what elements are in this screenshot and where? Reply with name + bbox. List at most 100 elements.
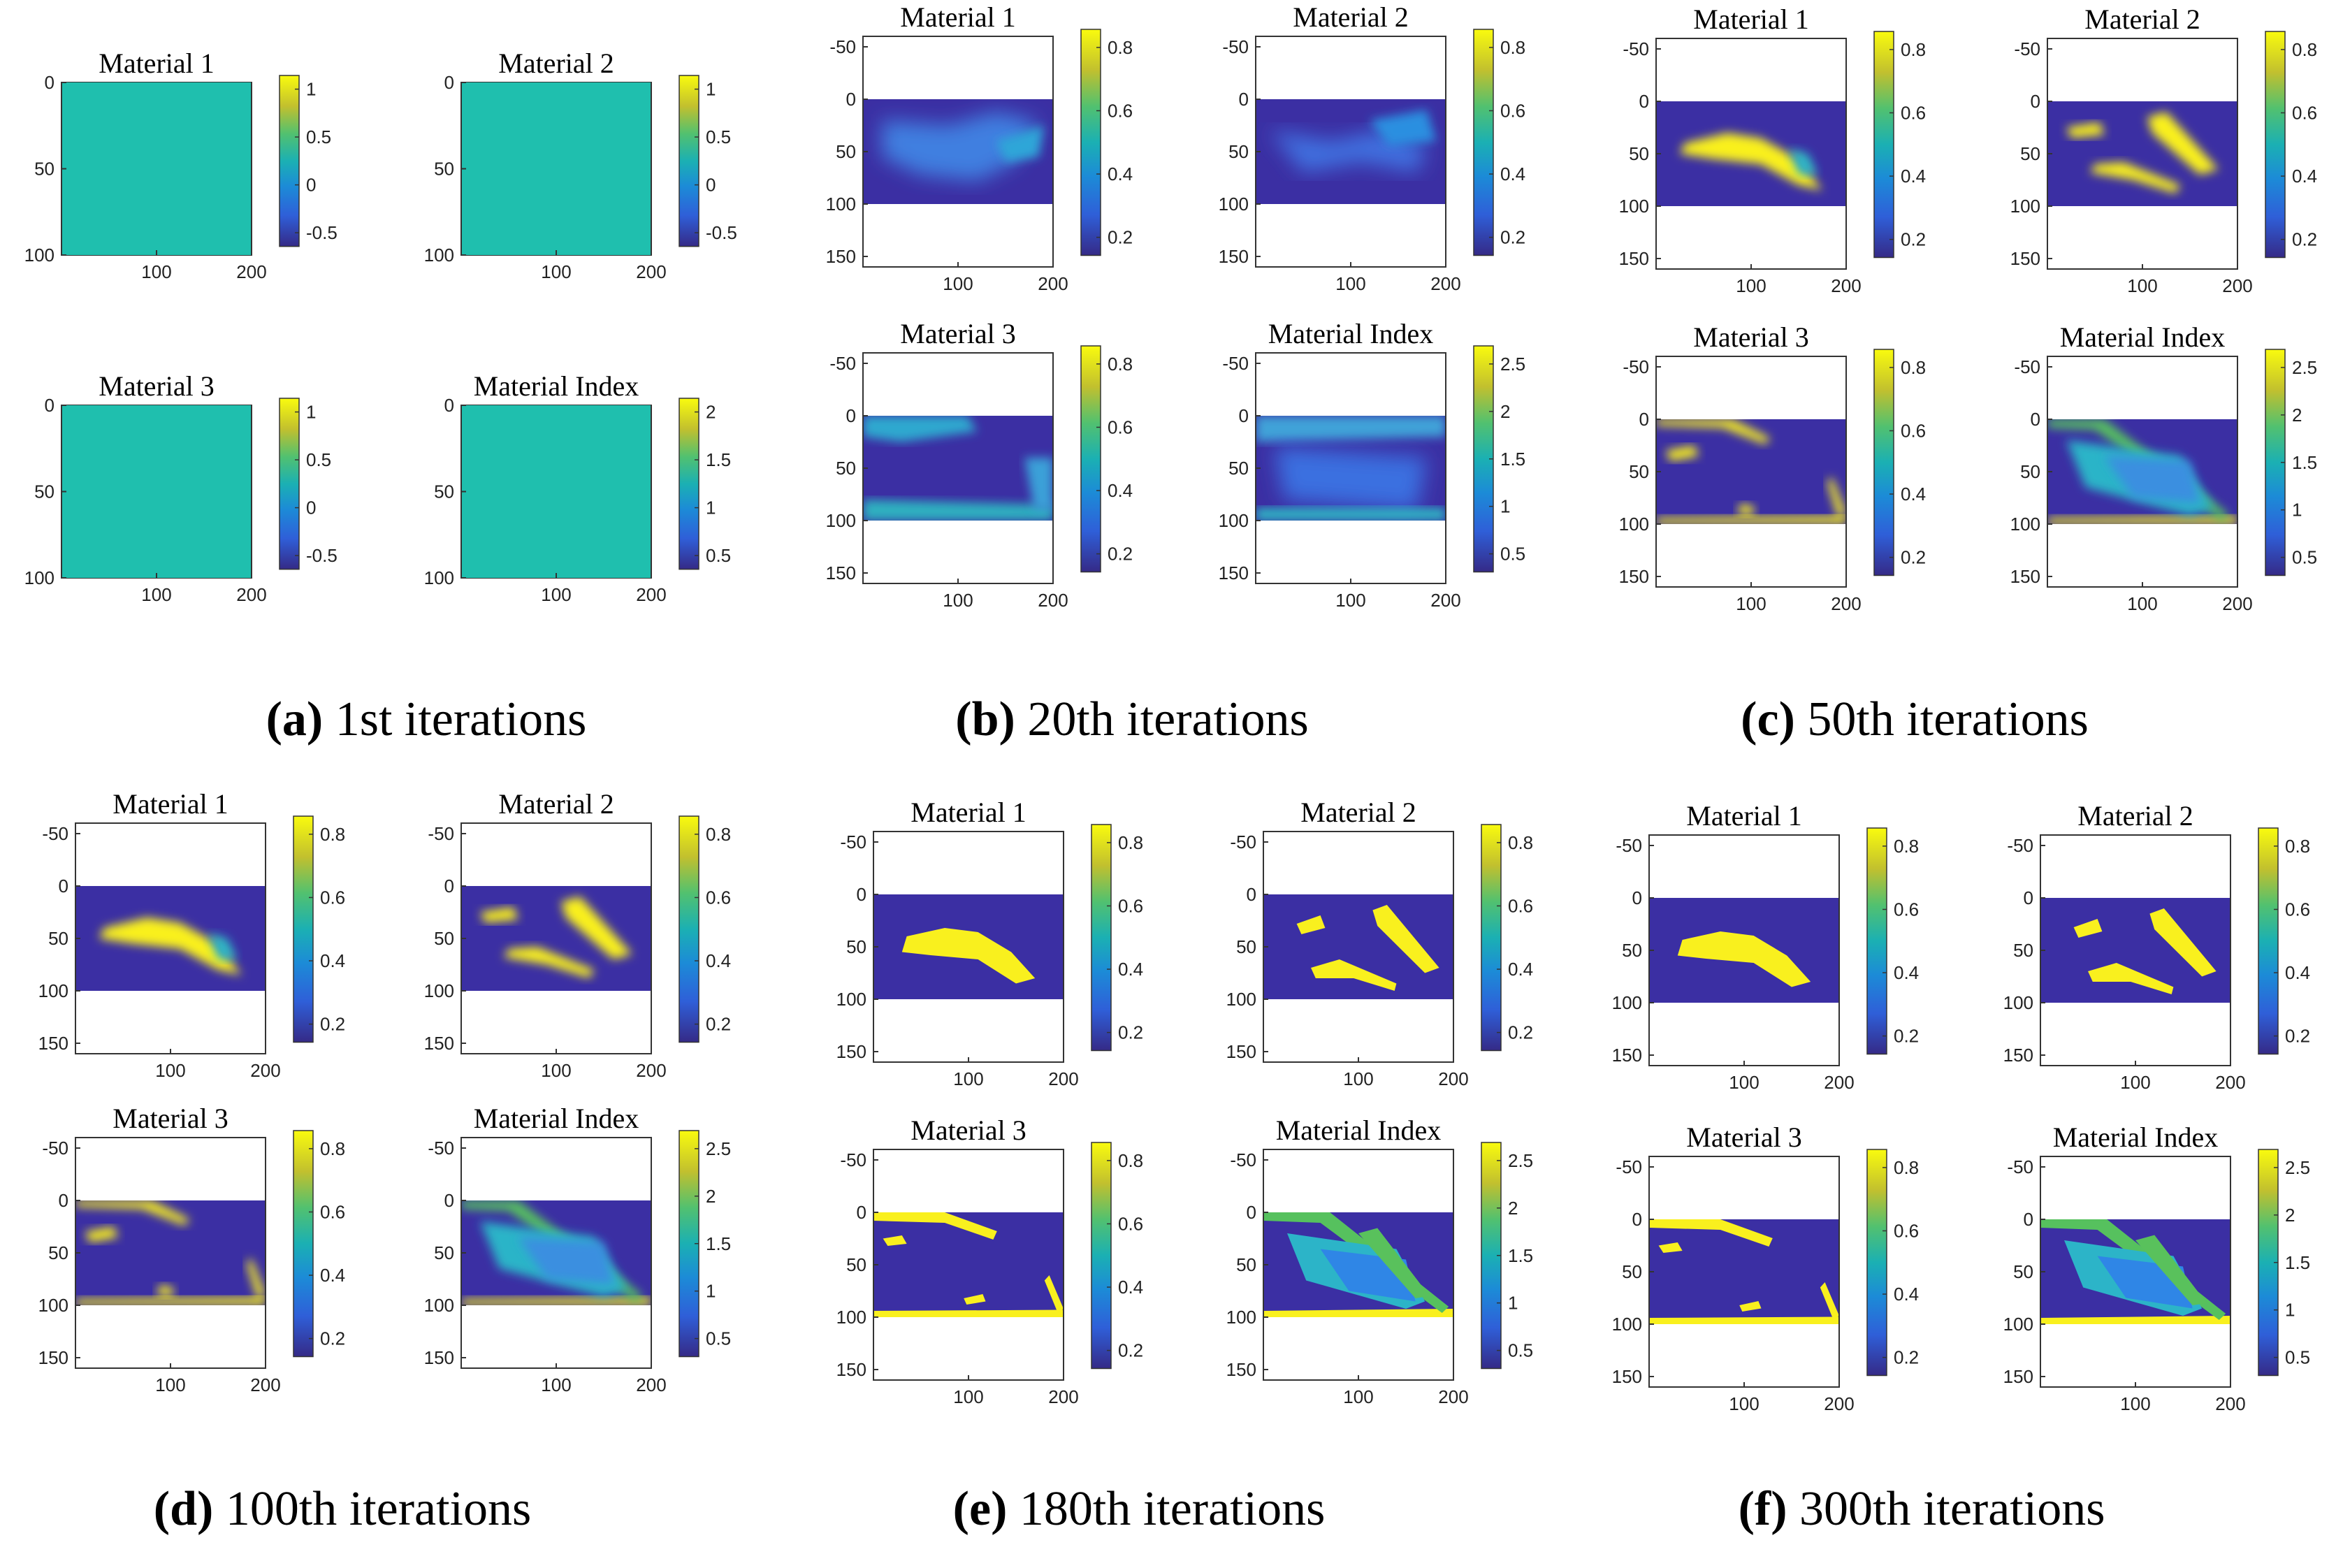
colorbar-tick-label: 0.8 xyxy=(1508,832,1533,853)
y-tick-label: 100 xyxy=(2010,196,2040,217)
y-tick-label: 0 xyxy=(444,1190,454,1211)
x-tick-label: 100 xyxy=(1335,590,1365,611)
y-tick-label: 0 xyxy=(2031,91,2040,112)
panel-d-3: Material 3 -50 0 50 100 150 100 200 0.8 0.6 0.4 0.2 xyxy=(38,1103,346,1395)
density-field xyxy=(874,1212,1063,1317)
material-region xyxy=(1296,915,1326,934)
panel-title: Material 2 xyxy=(2077,800,2193,832)
panel-a-2: Material 2 0 50 100 100 200 1 0.5 0 -0.5 xyxy=(424,48,737,282)
y-tick-label: 150 xyxy=(2010,566,2040,587)
colorbar-tick-label: 0.4 xyxy=(1108,480,1133,501)
y-tick-label: 50 xyxy=(1228,458,1249,479)
panel-f-1: Material 1 -50 0 50 100 150 100 200 0.8 0.6 0.4 0.2 xyxy=(1612,800,1920,1093)
x-tick-label: 200 xyxy=(1831,275,1861,296)
panel-f-2: Material 2 -50 0 50 100 150 100 200 0.8 0.6 0.4 0.2 xyxy=(2003,800,2311,1093)
y-tick-label: 150 xyxy=(1226,1359,1256,1380)
colorbar-tick-label: 0.5 xyxy=(1500,544,1525,565)
x-tick-label: 200 xyxy=(2222,593,2252,614)
colorbar-tick-label: 0.2 xyxy=(1118,1022,1143,1043)
x-tick-label: 200 xyxy=(250,1374,280,1395)
x-tick-label: 100 xyxy=(1729,1393,1759,1414)
colorbar-tick-label: 2 xyxy=(1508,1198,1518,1219)
y-tick-label: 0 xyxy=(857,1202,866,1223)
x-tick-label: 100 xyxy=(1736,593,1766,614)
x-tick-label: 100 xyxy=(2127,593,2157,614)
panel-c-1: Material 1 -50 0 50 100 150 100 200 0.8 0.6 0.4 0.2 xyxy=(1619,3,1927,296)
material-region xyxy=(480,907,518,923)
density-field xyxy=(1680,133,1822,191)
colorbar-tick-label: 2.5 xyxy=(706,1138,731,1159)
design-domain xyxy=(62,82,251,255)
material-region xyxy=(1264,1309,1453,1317)
caption-c: (c) 50th iterations xyxy=(1741,692,2089,746)
material-region xyxy=(2135,1235,2207,1305)
panel-b-2: Material 2 -50 0 50 100 150 100 200 0.8 0.6 0.4 0.2 xyxy=(1219,1,1526,294)
colorbar-tick-label: 1.5 xyxy=(1500,449,1525,470)
y-tick-label: 100 xyxy=(1226,989,1256,1010)
panel-title: Material Index xyxy=(1268,318,1434,349)
panel-a-3: Material 3 0 50 100 100 200 1 0.5 0 -0.5 xyxy=(24,370,338,605)
colorbar-tick-label: 0.6 xyxy=(1508,895,1533,916)
colorbar xyxy=(679,815,699,1043)
material-region xyxy=(1736,503,1756,516)
y-tick-label: 150 xyxy=(1619,566,1649,587)
y-tick-label: 100 xyxy=(2010,514,2040,535)
panel-title: Material 3 xyxy=(900,318,1016,349)
y-tick-label: 150 xyxy=(2003,1045,2033,1066)
panel-c-3: Material 3 -50 0 50 100 150 100 200 0.8 0.6 0.4 0.2 xyxy=(1619,321,1927,614)
colorbar-tick-label: 0.6 xyxy=(1118,1213,1143,1234)
x-tick-label: 100 xyxy=(943,590,973,611)
y-tick-label: 0 xyxy=(1632,887,1642,908)
material-region xyxy=(874,1309,1063,1317)
design-domain xyxy=(2041,898,2230,1003)
y-tick-label: 100 xyxy=(1612,1314,1642,1335)
panel-title: Material 2 xyxy=(498,48,614,79)
panel-a-1: Material 1 0 50 100 100 200 1 0.5 0 -0.5 xyxy=(24,48,338,282)
material-region xyxy=(2041,1219,2226,1320)
y-tick-label: 0 xyxy=(444,876,454,896)
x-tick-label: 200 xyxy=(636,261,666,282)
material-region xyxy=(462,1200,642,1303)
colorbar-tick-label: 1 xyxy=(706,1281,716,1302)
material-region xyxy=(1358,1228,1430,1298)
density-field xyxy=(76,1200,265,1305)
y-tick-label: 100 xyxy=(424,1295,454,1316)
y-tick-label: 50 xyxy=(48,928,68,949)
colorbar-tick-label: 2 xyxy=(706,402,716,423)
colorbar-tick-label: 0.6 xyxy=(2285,899,2310,920)
y-tick-label: -50 xyxy=(428,823,454,844)
panel-a-4: Material Index 0 50 100 100 200 2 1.5 1 0.5 xyxy=(424,370,732,605)
panel-title: Material 3 xyxy=(1686,1121,1802,1153)
material-region xyxy=(901,928,1036,984)
panel-title: Material 1 xyxy=(113,788,228,820)
caption-c-letter: c xyxy=(1757,692,1779,746)
material-region xyxy=(462,1297,651,1305)
colorbar-tick-label: 0.2 xyxy=(706,1014,731,1035)
panel-title: Material 2 xyxy=(498,788,614,820)
y-tick-label: -50 xyxy=(1623,356,1649,377)
colorbar-tick-label: -0.5 xyxy=(306,545,338,566)
y-tick-label: 100 xyxy=(836,1307,866,1328)
x-tick-label: 200 xyxy=(2222,275,2252,296)
colorbar-tick-label: 0.6 xyxy=(2292,102,2317,123)
colorbar-tick-label: 0.2 xyxy=(1901,229,1926,250)
material-region xyxy=(1044,1275,1063,1313)
y-tick-label: 50 xyxy=(434,1242,454,1263)
colorbar-tick-label: 0 xyxy=(706,175,716,196)
material-region xyxy=(1739,1301,1762,1312)
colorbar-tick-label: 0.5 xyxy=(306,126,331,147)
y-tick-label: 150 xyxy=(2003,1366,2033,1387)
x-tick-label: 100 xyxy=(155,1374,185,1395)
colorbar-tick-label: 0.2 xyxy=(1894,1026,1919,1047)
colorbar-tick-label: 0.6 xyxy=(1901,420,1926,441)
material-region xyxy=(99,917,242,975)
colorbar xyxy=(279,75,300,247)
x-tick-label: 200 xyxy=(1824,1393,1854,1414)
colorbar-tick-label: 2.5 xyxy=(2285,1157,2310,1178)
material-region xyxy=(246,1258,265,1300)
material-region xyxy=(2090,162,2181,194)
material-region xyxy=(1311,959,1397,991)
y-tick-label: -50 xyxy=(1616,835,1642,856)
colorbar xyxy=(1091,1142,1112,1370)
colorbar-tick-label: 0.5 xyxy=(2292,547,2317,568)
